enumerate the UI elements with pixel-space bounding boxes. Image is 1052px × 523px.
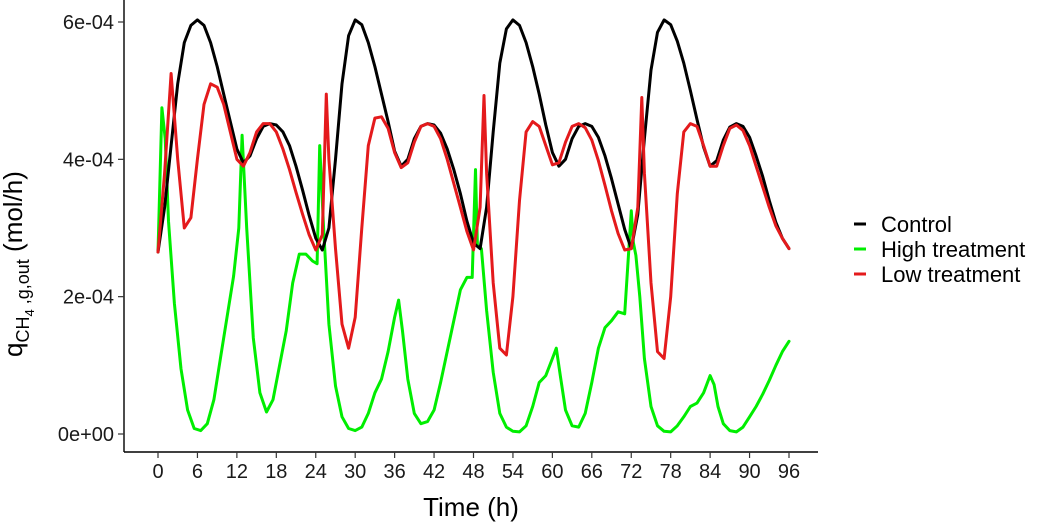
x-tick-label: 96 — [778, 461, 800, 483]
y-tick-label: 4e-04 — [63, 149, 114, 171]
x-tick-label: 78 — [660, 461, 682, 483]
x-tick-label: 30 — [344, 461, 366, 483]
y-tick-label: 0e+00 — [58, 424, 114, 446]
y-axis-title-unit: (mol/h) — [0, 171, 28, 259]
x-tick-label: 54 — [502, 461, 524, 483]
x-tick-label: 18 — [265, 461, 287, 483]
x-tick-label: 48 — [462, 461, 484, 483]
x-tick-label: 60 — [541, 461, 563, 483]
y-axis-title-sub2: 4 — [22, 309, 37, 316]
x-tick-label: 36 — [384, 461, 406, 483]
axes: 0 6 12 18 24 30 36 42 48 54 60 66 72 78 84 90 96 0e+00 2e-… — [58, 0, 818, 483]
y-tick-label: 2e-04 — [63, 287, 114, 309]
x-tick-label: 42 — [423, 461, 445, 483]
x-tick-label: 72 — [620, 461, 642, 483]
legend-label: High treatment — [881, 237, 1025, 262]
y-axis-title-sub3: ,g,out — [13, 259, 33, 309]
x-tick-label: 0 — [152, 461, 163, 483]
y-tick-label: 6e-04 — [63, 12, 114, 34]
legend-label: Low treatment — [881, 262, 1020, 287]
x-tick-label: 66 — [581, 461, 603, 483]
x-axis-title: Time (h) — [423, 492, 519, 522]
x-tick-label: 84 — [699, 461, 721, 483]
y-axis-title: qCH4 ,g,out (mol/h) — [0, 171, 37, 357]
series-line-low-treatment — [156, 72, 791, 360]
x-tick-label: 90 — [738, 461, 760, 483]
series-line-high-treatment — [156, 106, 791, 434]
x-tick-label: 6 — [192, 461, 203, 483]
y-axis-title-main: q — [0, 342, 28, 356]
legend-label: Control — [881, 212, 952, 237]
y-axis-title-sub1: CH — [13, 316, 33, 342]
x-tick-label: 24 — [305, 461, 327, 483]
x-tick-label: 12 — [226, 461, 248, 483]
plot-area — [156, 18, 791, 434]
